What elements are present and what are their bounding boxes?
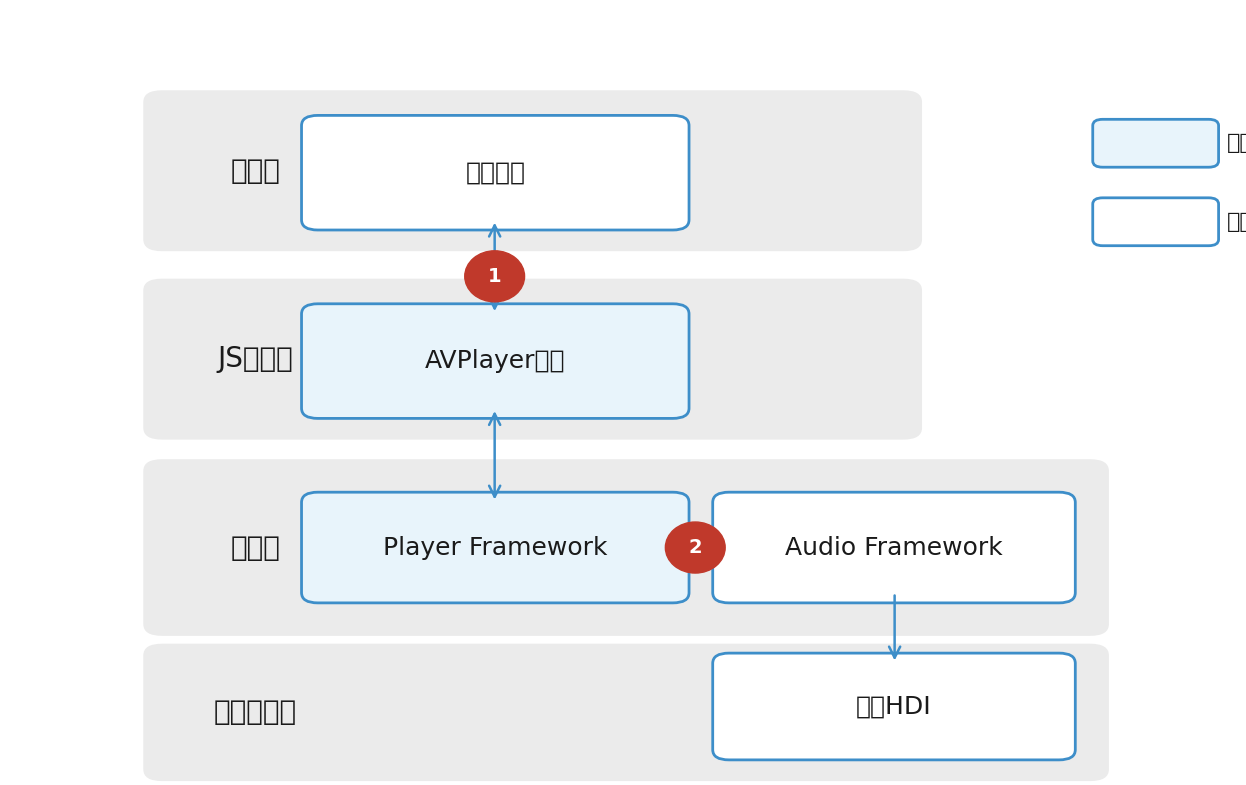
FancyBboxPatch shape [143,459,1109,636]
Text: 硬件接口层: 硬件接口层 [214,699,297,726]
FancyBboxPatch shape [302,492,689,603]
FancyBboxPatch shape [713,492,1075,603]
FancyBboxPatch shape [1093,198,1219,246]
Text: 音乐应用: 音乐应用 [465,161,526,184]
FancyBboxPatch shape [302,304,689,418]
FancyBboxPatch shape [302,115,689,230]
FancyBboxPatch shape [1093,119,1219,167]
FancyBboxPatch shape [143,90,922,251]
Text: 框架层: 框架层 [231,534,280,561]
FancyBboxPatch shape [143,644,1109,781]
FancyBboxPatch shape [713,653,1075,760]
Ellipse shape [465,251,525,302]
Text: 周边交互模块: 周边交互模块 [1227,212,1246,232]
Text: 1: 1 [488,267,501,286]
Text: AVPlayer接口: AVPlayer接口 [425,349,566,373]
Text: Audio Framework: Audio Framework [785,535,1003,560]
Text: 音频HDI: 音频HDI [856,695,932,718]
Text: 2: 2 [689,538,701,557]
Text: 媒体服务模块: 媒体服务模块 [1227,133,1246,153]
FancyBboxPatch shape [143,279,922,440]
Text: 应用层: 应用层 [231,157,280,184]
Text: Player Framework: Player Framework [383,535,608,560]
Ellipse shape [665,522,725,573]
Text: JS接口层: JS接口层 [218,345,293,373]
